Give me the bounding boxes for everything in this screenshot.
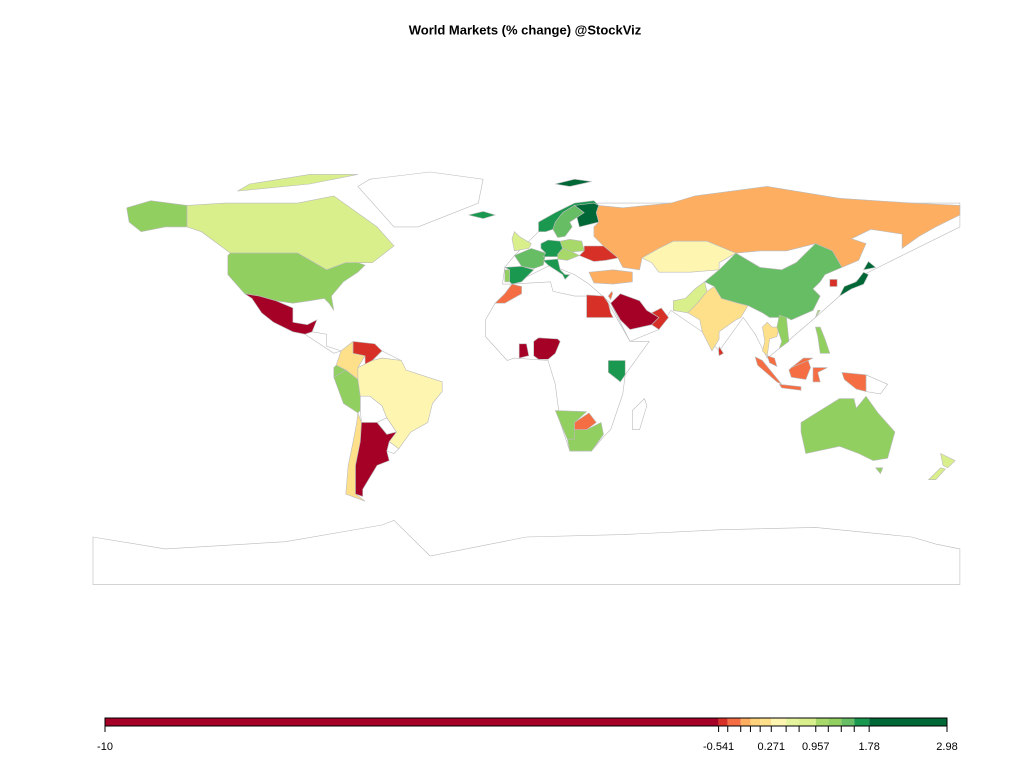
country [494, 283, 522, 304]
land [485, 281, 650, 452]
country [778, 383, 802, 391]
country [788, 360, 811, 380]
chart-title: World Markets (% change) @StockViz [409, 22, 642, 37]
country [357, 357, 443, 450]
country [557, 248, 581, 261]
colorbar-tick-label: 2.98 [936, 741, 957, 753]
colorbar-segment [799, 718, 816, 726]
country [504, 269, 510, 283]
country [704, 243, 843, 321]
country [641, 240, 737, 273]
land [357, 171, 484, 228]
country [815, 326, 831, 354]
colorbar-tick-label: 0.271 [758, 741, 786, 753]
country [940, 452, 956, 469]
country [518, 343, 530, 359]
country [511, 231, 532, 252]
colorbar-tick-label: -10 [97, 741, 113, 753]
colorbar-segment [841, 718, 855, 726]
colorbar-segment [750, 718, 761, 726]
colorbar-frame [104, 717, 948, 727]
country [574, 412, 597, 430]
country [333, 364, 347, 378]
country [766, 355, 778, 367]
land [632, 398, 648, 430]
country [651, 307, 669, 330]
colorbar-segment [815, 718, 829, 726]
colorbar-segment [760, 718, 772, 726]
colorbar-segment [771, 718, 787, 726]
country [468, 211, 497, 219]
colorbar-tick-label: 1.78 [858, 741, 879, 753]
country [355, 422, 398, 497]
country [718, 345, 724, 357]
colorbar-segment [740, 718, 751, 726]
country [800, 395, 896, 461]
country [762, 321, 780, 357]
country [126, 200, 188, 233]
country [554, 410, 588, 440]
land [92, 519, 961, 585]
country [838, 271, 869, 297]
country [874, 467, 884, 475]
country [841, 372, 867, 392]
colorbar-segment [869, 718, 947, 726]
country [244, 293, 318, 335]
country [586, 294, 614, 318]
colorbar-tick-label: -0.541 [703, 741, 734, 753]
country [333, 369, 361, 414]
country [754, 356, 782, 385]
colorbar-segment [727, 718, 741, 726]
colorbar-segment [786, 718, 800, 726]
country [927, 467, 946, 480]
country [237, 174, 358, 192]
country [776, 314, 790, 350]
country [812, 367, 828, 383]
colorbar: -10 -0.541 0.271 0.957 1.78 2.98 [97, 717, 958, 753]
country [533, 337, 561, 360]
map [92, 171, 961, 585]
country [542, 258, 571, 280]
country [588, 269, 633, 285]
country [829, 279, 838, 287]
land [865, 374, 889, 395]
country [608, 360, 626, 383]
colorbar-segment [105, 718, 719, 726]
colorbar-tick-label: 0.957 [802, 741, 830, 753]
land [304, 331, 342, 354]
country [815, 310, 821, 318]
colorbar-segment [828, 718, 842, 726]
country [687, 286, 749, 352]
country [555, 178, 592, 187]
country [607, 290, 613, 301]
country [863, 261, 877, 271]
colorbar-segment [854, 718, 870, 726]
country [578, 245, 619, 262]
colorbar-segment [718, 718, 728, 726]
